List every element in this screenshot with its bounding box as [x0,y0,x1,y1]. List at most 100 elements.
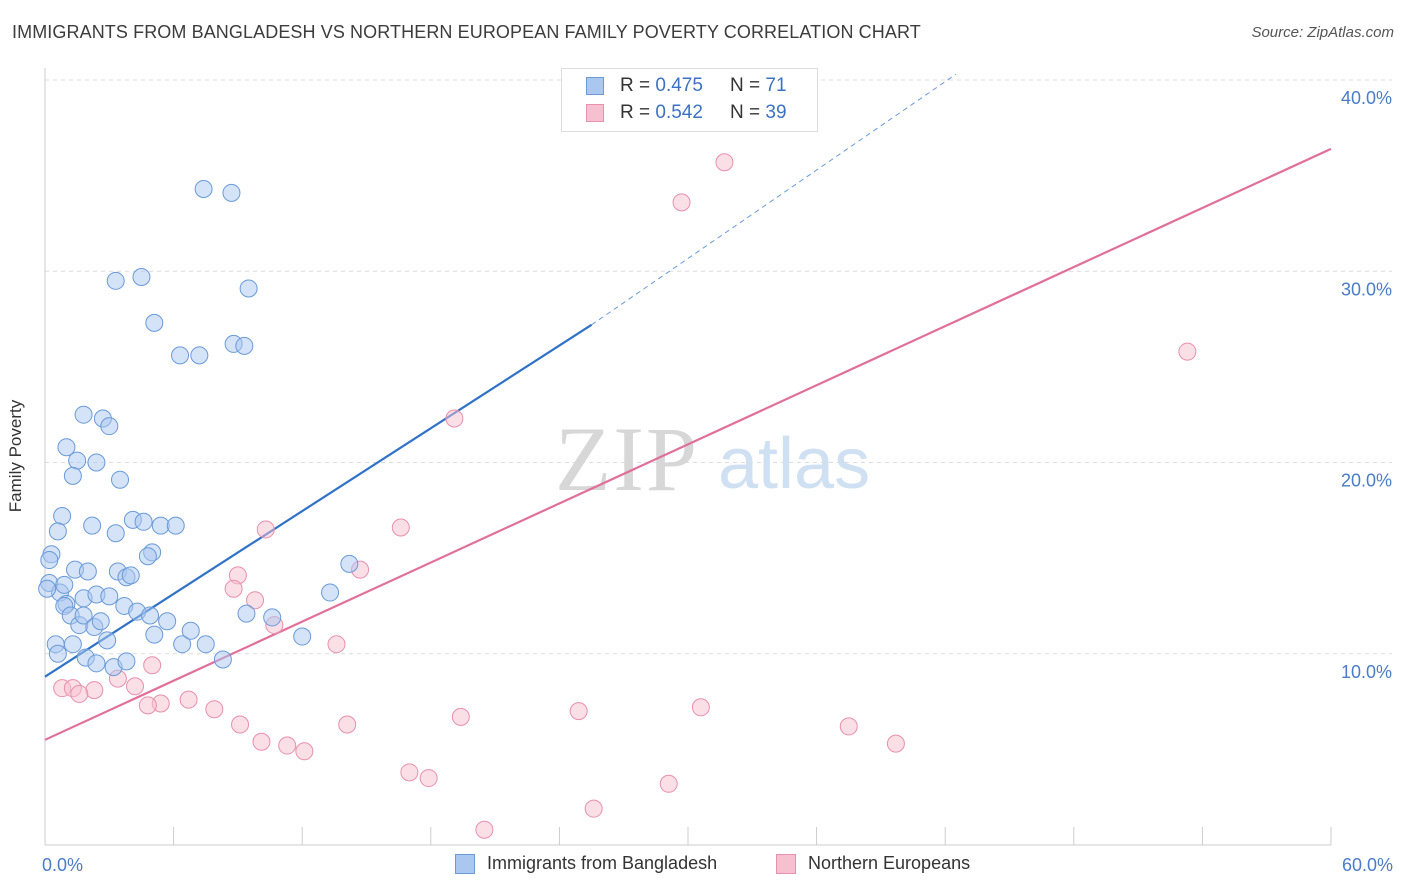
y-tick-label: 10.0% [1341,662,1392,682]
data-point-pink [256,520,275,539]
data-point-blue [68,451,87,470]
data-point-blue [190,346,209,365]
tick-labels: 10.0% 20.0% 30.0% 40.0% 0.0% 60.0% [42,88,1393,875]
y-tick-label: 20.0% [1341,471,1392,491]
watermark-atlas: atlas [718,424,870,504]
legend-swatch-blue [455,854,475,874]
data-point-blue [87,654,106,673]
data-point-pink [246,591,265,610]
data-point-blue [237,604,256,623]
legend-label-bangladesh: Immigrants from Bangladesh [487,853,718,873]
y-tick-label: 40.0% [1341,88,1392,108]
data-point-pink [295,742,314,761]
grid-lines [45,79,1392,655]
legend-swatch-pink [586,104,604,122]
data-point-pink [205,700,224,719]
x-tick-label: 0.0% [42,855,83,875]
legend-r-text: R = 0.475 [620,75,703,97]
data-point-blue [166,516,185,535]
data-point-blue [132,267,151,286]
data-point-pink [584,799,603,818]
data-point-pink [419,769,438,788]
data-point-pink [886,734,905,753]
r-value: 0.475 [655,75,703,96]
n-label: N = [730,102,766,123]
points-bangladesh [38,180,359,677]
chart-title: IMMIGRANTS FROM BANGLADESH VS NORTHERN E… [12,22,921,42]
data-point-pink [327,635,346,654]
data-point-blue [87,453,106,472]
data-point-pink [278,736,297,755]
trend-line-blue [44,323,593,678]
r-label: R = [620,102,656,123]
data-point-blue [141,606,160,625]
watermark-zip: ZIP [555,408,699,510]
data-point-pink [338,715,357,734]
legend-r-text: R = 0.542 [620,102,703,124]
data-point-blue [53,507,72,526]
data-point-blue [48,522,67,541]
data-point-pink [839,717,858,736]
data-point-pink [391,518,410,537]
data-point-pink [691,698,710,717]
data-point-blue [106,524,125,543]
r-label: R = [620,75,656,96]
data-point-pink [126,677,145,696]
data-point-blue [134,512,153,531]
legend-swatch-pink [776,854,796,874]
data-point-blue [158,612,177,631]
data-point-blue [145,625,164,644]
data-point-blue [235,336,254,355]
y-tick-label: 30.0% [1341,279,1392,299]
data-point-pink [400,763,419,782]
legend-n-text: N = 71 [730,75,787,97]
correlation-legend: R = 0.475 N = 71 R = 0.542 N = 39 [561,68,818,132]
data-point-blue [106,271,125,290]
data-point-blue [74,405,93,424]
watermark: ZIP atlas [555,408,870,510]
data-point-blue [40,551,59,570]
data-point-blue [196,635,215,654]
data-point-pink [659,774,678,793]
data-point-blue [171,346,190,365]
data-point-pink [475,820,494,839]
data-point-blue [194,180,213,199]
data-point-blue [83,516,102,535]
data-point-blue [111,470,130,489]
data-point-blue [263,608,282,627]
data-point-pink [569,702,588,721]
data-point-pink [1178,342,1197,361]
data-point-pink [451,707,470,726]
data-point-blue [340,554,359,573]
n-value: 39 [765,102,787,123]
axes [44,68,1332,846]
data-point-pink [179,690,198,709]
data-point-blue [173,635,192,654]
data-point-pink [672,193,691,212]
data-point-blue [145,313,164,332]
data-point-pink [445,409,464,428]
data-point-blue [100,417,119,436]
legend-label-northern-europeans: Northern Europeans [808,853,971,873]
trend-line-pink [44,147,1332,741]
data-point-pink [138,696,157,715]
data-point-blue [63,635,82,654]
data-point-blue [121,566,140,585]
data-point-pink [231,715,250,734]
data-point-blue [138,547,157,566]
trend-line-blue-extension [591,73,957,326]
data-point-pink [85,681,104,700]
data-point-pink [715,153,734,172]
data-point-blue [100,587,119,606]
data-point-blue [48,644,67,663]
r-value: 0.542 [655,102,703,123]
data-point-blue [63,466,82,485]
points-northern-europeans [53,101,1197,839]
legend-swatch-blue [586,77,604,95]
data-point-blue [213,650,232,669]
trend-line-northern-europeans [44,147,1332,741]
legend-n-text: N = 39 [730,102,787,124]
n-label: N = [730,75,766,96]
data-point-blue [151,516,170,535]
